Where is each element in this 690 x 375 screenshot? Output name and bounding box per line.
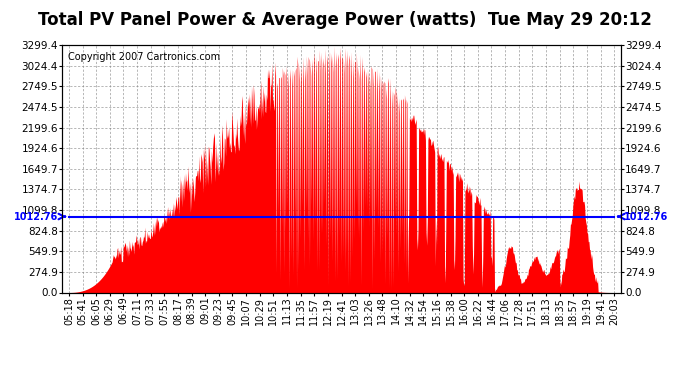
Text: Total PV Panel Power & Average Power (watts)  Tue May 29 20:12: Total PV Panel Power & Average Power (wa… — [38, 11, 652, 29]
Text: Copyright 2007 Cartronics.com: Copyright 2007 Cartronics.com — [68, 53, 220, 62]
Text: 1012.76: 1012.76 — [14, 211, 58, 222]
Text: 1012.76: 1012.76 — [624, 211, 668, 222]
